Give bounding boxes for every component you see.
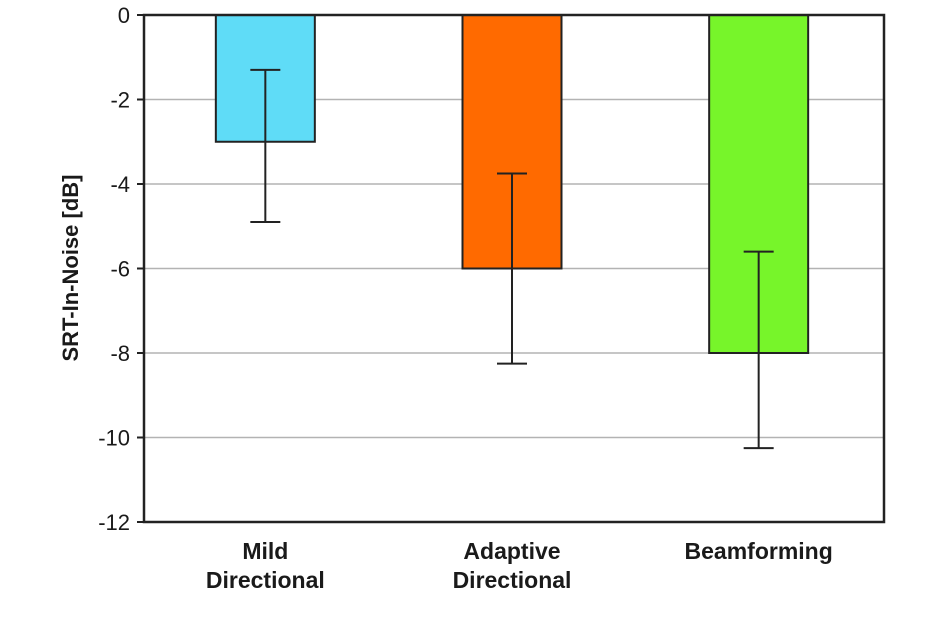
x-category-label: Adaptive [463, 538, 560, 564]
error-bars [250, 68, 774, 450]
y-tick-label: -12 [98, 510, 130, 535]
x-category-label: Beamforming [685, 538, 833, 564]
x-category-label: Directional [453, 567, 572, 593]
x-axis-labels: Mild Directional Adaptive Directional Beamfo… [206, 538, 833, 593]
y-tick-label: -8 [110, 341, 130, 366]
y-axis-title: SRT-In-Noise [dB] [58, 175, 83, 362]
bars [214, 14, 810, 354]
y-tick-label: 0 [118, 3, 130, 28]
y-tick-label: -10 [98, 426, 130, 451]
x-category-label: Mild [242, 538, 288, 564]
y-tick-label: -6 [110, 257, 130, 282]
y-axis-ticks: 0 -2 -4 -6 -8 -10 -12 [98, 3, 144, 535]
x-category-label: Directional [206, 567, 325, 593]
y-tick-label: -4 [110, 172, 130, 197]
y-tick-label: -2 [110, 88, 130, 113]
